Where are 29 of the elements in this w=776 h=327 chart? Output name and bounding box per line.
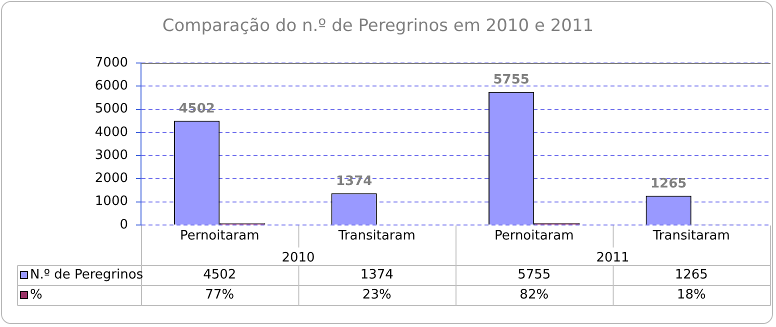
text: 2011	[596, 250, 630, 266]
text: 2010	[282, 250, 315, 266]
legend-label: N.º de Peregrinos	[30, 267, 144, 282]
data-label: 5755	[518, 267, 551, 282]
x-tick-label: Pernoitaram	[494, 228, 574, 244]
text: 1374	[336, 174, 372, 190]
y-tick-label: 1000	[94, 194, 128, 210]
x-tick-label: Transitaram	[652, 228, 730, 244]
y-tick-label: 0	[120, 217, 128, 232]
y-tick-label: 7000	[94, 55, 128, 70]
data-label: 4502	[203, 267, 236, 282]
data-label: 1265	[674, 267, 708, 282]
data-label: 23%	[362, 287, 392, 302]
data-label: 1374	[360, 267, 394, 282]
y-tick-label: 2000	[94, 171, 128, 186]
y-tick-label: 5000	[94, 102, 128, 117]
y-tick-label: 3000	[94, 148, 128, 163]
x-tick-label: Transitaram	[337, 228, 416, 244]
y-tick-label: 6000	[94, 78, 128, 94]
text: 5755	[493, 72, 530, 88]
data-label: 18%	[676, 287, 706, 302]
text: 1265	[650, 176, 687, 192]
y-tick-label: 4000	[94, 124, 128, 140]
data-label: 82%	[520, 287, 549, 302]
legend-label: %	[30, 287, 42, 302]
x-tick-label: Pernoitaram	[180, 228, 260, 244]
chart-title: Comparação do n.º de Peregrinos em 2010 e 2011	[161, 16, 595, 36]
text: 4502	[178, 102, 215, 117]
data-label: 77%	[205, 287, 234, 302]
